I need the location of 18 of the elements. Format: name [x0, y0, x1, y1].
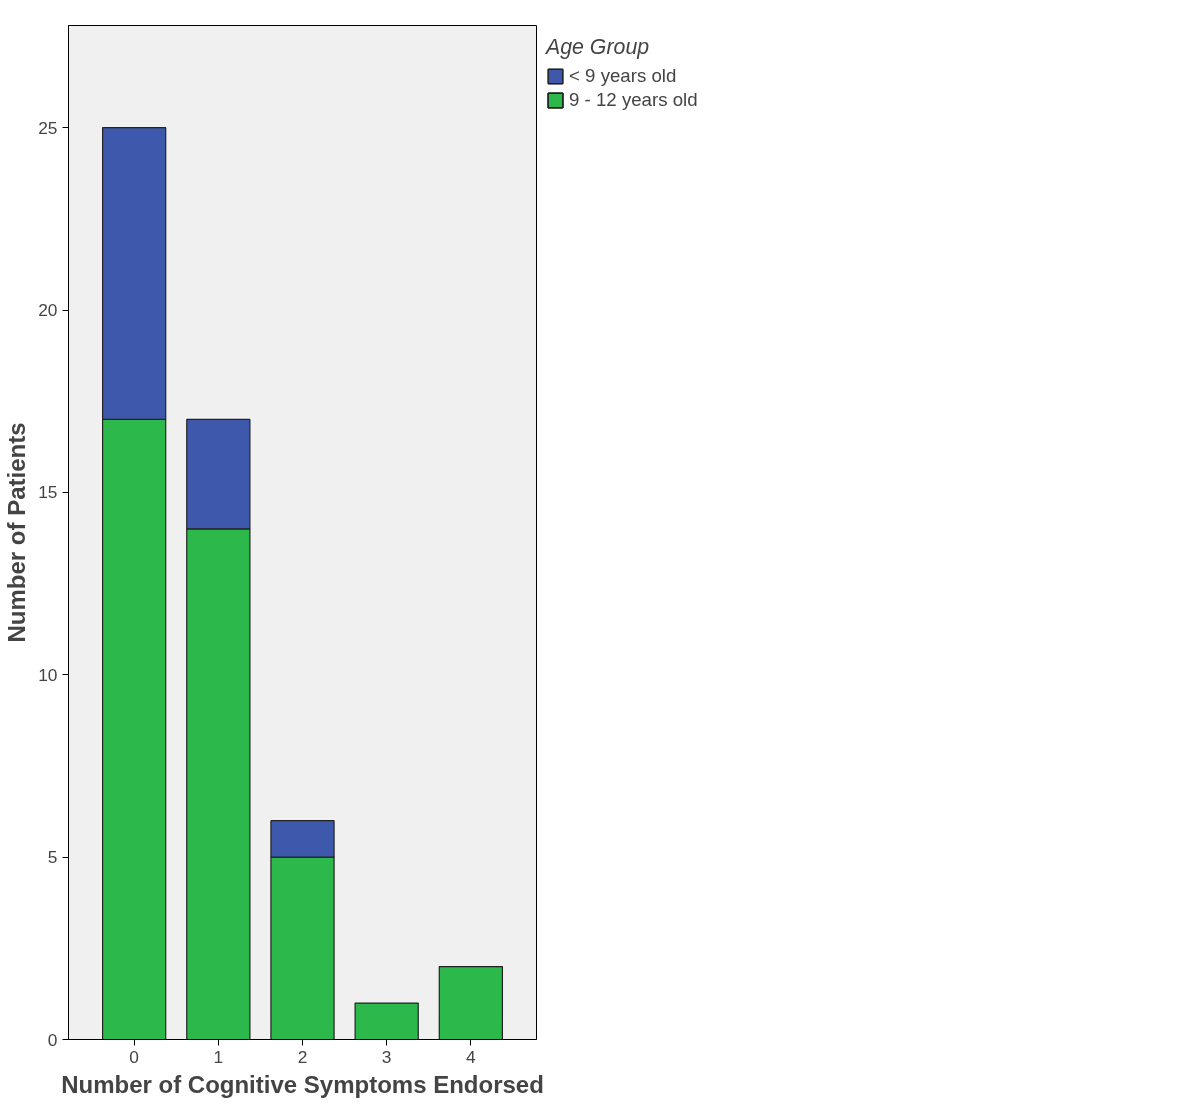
bar: [438, 965, 504, 1040]
y-tick-label: 20: [38, 300, 58, 320]
y-tick-label: 5: [47, 847, 58, 868]
y-tick-label: 25: [38, 117, 58, 138]
bar: [354, 1002, 419, 1040]
x-axis-title: Number of Cognitive Symptoms Endorsed: [61, 1070, 544, 1098]
x-tick-label: 4: [466, 1046, 477, 1067]
y-tick-label: 0: [47, 1029, 58, 1050]
x-tick-label: 3: [381, 1046, 392, 1067]
x-tick-label: 1: [213, 1046, 224, 1067]
x-tick-label: 2: [297, 1046, 308, 1067]
y-tick-label: 15: [38, 482, 58, 503]
legend-label: < 9 years old: [569, 65, 677, 87]
legend-label: 9 - 12 years old: [569, 89, 698, 111]
y-axis-title: Number of Patients: [3, 422, 31, 643]
y-tick-label: 10: [38, 664, 58, 685]
legend-title: Age Group: [546, 35, 651, 60]
x-tick-label: 0: [129, 1046, 139, 1067]
